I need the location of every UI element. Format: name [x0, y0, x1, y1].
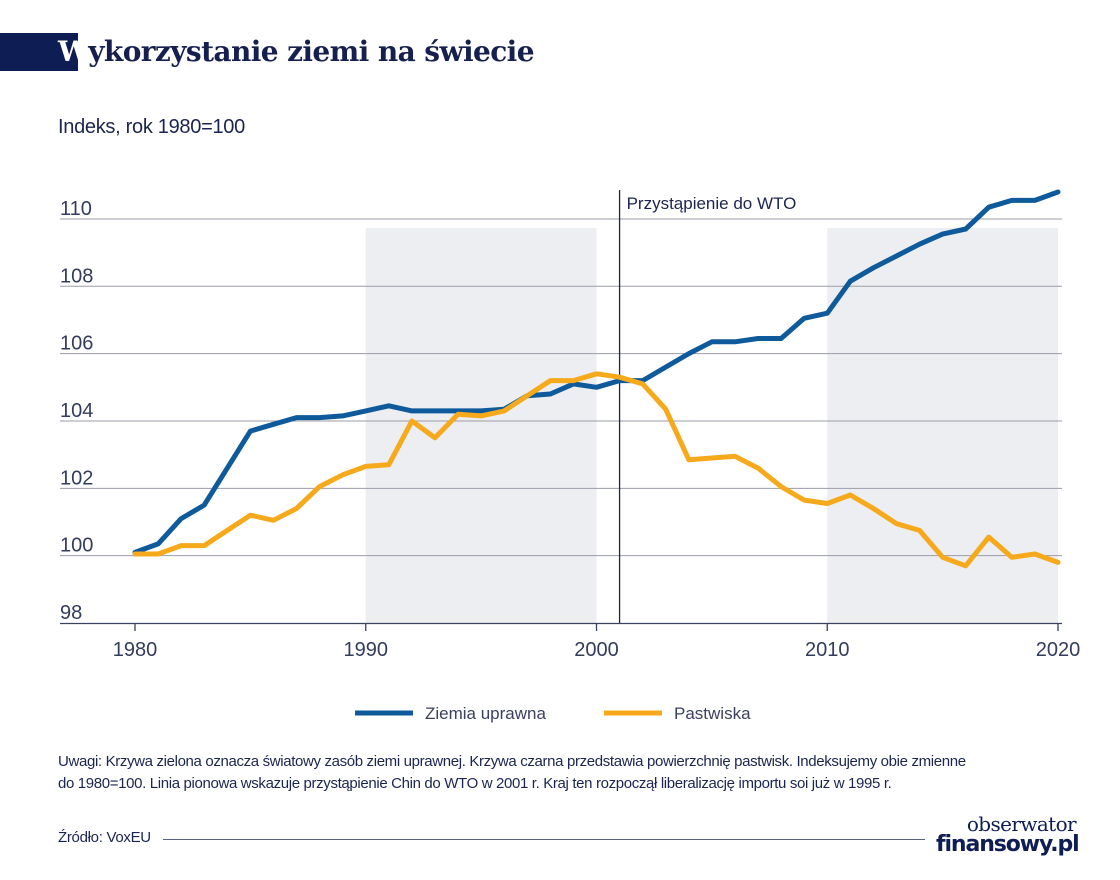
x-tick-label-1980: 1980: [113, 639, 158, 661]
x-tick-label-2020: 2020: [1036, 639, 1081, 661]
legend-label-2: Pastwiska: [674, 704, 751, 723]
title-first-letter: W: [58, 35, 89, 68]
shaded-period-2: [827, 228, 1058, 623]
legend: Ziemia uprawna Pastwiska: [355, 704, 751, 723]
wto-marker-label: Przystąpienie do WTO: [627, 194, 797, 213]
x-tick-label-1990: 1990: [344, 639, 389, 661]
wto-marker: Przystąpienie do WTO: [618, 190, 797, 623]
series-line-2: [132, 371, 1061, 569]
gridlines: [60, 218, 1062, 557]
source-label: Źródło: VoxEU: [58, 829, 151, 846]
logo-line-2: finansowy.pl: [936, 832, 1080, 857]
y-tick-label-110: 110: [60, 198, 92, 220]
note-line-1: Uwagi: Krzywa zielona oznacza światowy z…: [58, 753, 966, 770]
source-divider: [163, 839, 925, 840]
legend-label-1: Ziemia uprawna: [425, 704, 546, 723]
line-chart: Przystąpienie do WTO 98 100 102 104 106 108 11…: [60, 189, 1080, 723]
title-rest: ykorzystanie ziemi na świecie: [88, 35, 534, 68]
y-tick-label-98: 98: [60, 602, 82, 624]
axes: 98 100 102 104 106 108 110 1980 1990 2000 2010 2020: [60, 198, 1080, 661]
chart-subtitle: Indeks, rok 1980=100: [58, 116, 245, 138]
y-tick-label-102: 102: [60, 467, 93, 489]
shaded-period-1: [365, 228, 597, 623]
chart-title: Wykorzystanie ziemi na świecie: [58, 33, 535, 71]
y-tick-label-106: 106: [60, 333, 93, 355]
x-tick-label-2010: 2010: [805, 639, 850, 661]
publisher-logo[interactable]: obserwator finansowy.pl: [936, 812, 1080, 857]
data-series: [132, 189, 1061, 569]
y-tick-label-104: 104: [60, 400, 93, 422]
note-line-2: do 1980=100. Linia pionowa wskazuje przy…: [58, 775, 892, 792]
y-tick-label-108: 108: [60, 265, 93, 287]
title-accent-bar: [0, 33, 78, 71]
y-tick-label-100: 100: [60, 535, 93, 557]
chart-note: Uwagi: Krzywa zielona oznacza światowy z…: [58, 751, 1038, 795]
x-tick-label-2000: 2000: [574, 639, 619, 661]
logo-line-1: obserwator: [966, 812, 1077, 836]
series-line-1: [132, 189, 1061, 555]
